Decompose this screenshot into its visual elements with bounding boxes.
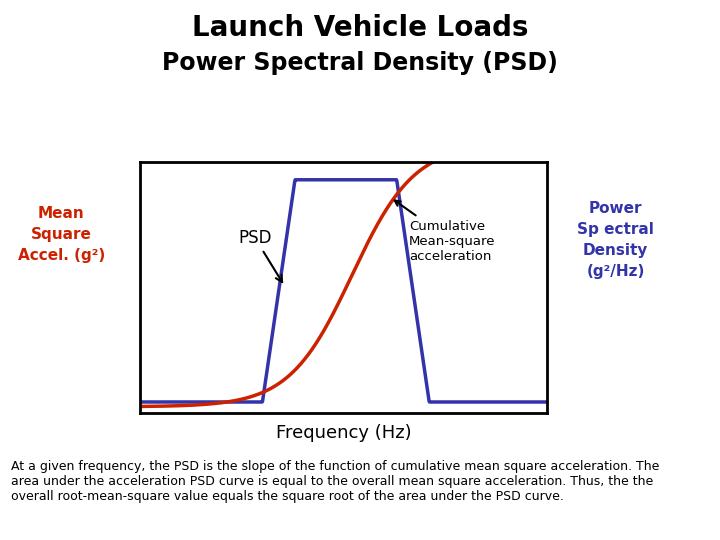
Text: Power Spectral Density (PSD): Power Spectral Density (PSD) xyxy=(162,51,558,75)
Text: Frequency (Hz): Frequency (Hz) xyxy=(276,424,412,442)
Text: Power
Sp ectral
Density
(g²/Hz): Power Sp ectral Density (g²/Hz) xyxy=(577,201,654,279)
Text: Mean
Square
Accel. (g²): Mean Square Accel. (g²) xyxy=(17,206,105,264)
Text: Launch Vehicle Loads: Launch Vehicle Loads xyxy=(192,14,528,42)
Text: PSD: PSD xyxy=(238,228,282,282)
Text: At a given frequency, the PSD is the slope of the function of cumulative mean sq: At a given frequency, the PSD is the slo… xyxy=(11,460,660,503)
Text: Cumulative
Mean-square
acceleration: Cumulative Mean-square acceleration xyxy=(395,200,495,263)
